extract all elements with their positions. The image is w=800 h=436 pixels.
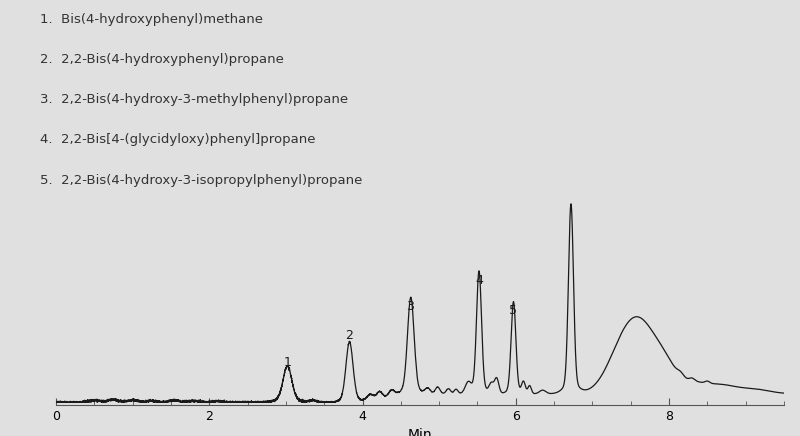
Text: 3: 3 — [406, 300, 414, 313]
Text: 1.  Bis(4-hydroxyphenyl)methane: 1. Bis(4-hydroxyphenyl)methane — [40, 13, 263, 26]
Text: 5.  2,2-Bis(4-hydroxy-3-isopropylphenyl)propane: 5. 2,2-Bis(4-hydroxy-3-isopropylphenyl)p… — [40, 174, 362, 187]
Text: 3.  2,2-Bis(4-hydroxy-3-methylphenyl)propane: 3. 2,2-Bis(4-hydroxy-3-methylphenyl)prop… — [40, 93, 348, 106]
X-axis label: Min: Min — [408, 428, 432, 436]
Text: 5: 5 — [510, 304, 518, 317]
Text: 4: 4 — [475, 274, 483, 287]
Text: 2.  2,2-Bis(4-hydroxyphenyl)propane: 2. 2,2-Bis(4-hydroxyphenyl)propane — [40, 53, 284, 66]
Text: 2: 2 — [345, 329, 353, 342]
Text: 4.  2,2-Bis[4-(glycidyloxy)phenyl]propane: 4. 2,2-Bis[4-(glycidyloxy)phenyl]propane — [40, 133, 315, 146]
Text: 1: 1 — [283, 356, 291, 368]
